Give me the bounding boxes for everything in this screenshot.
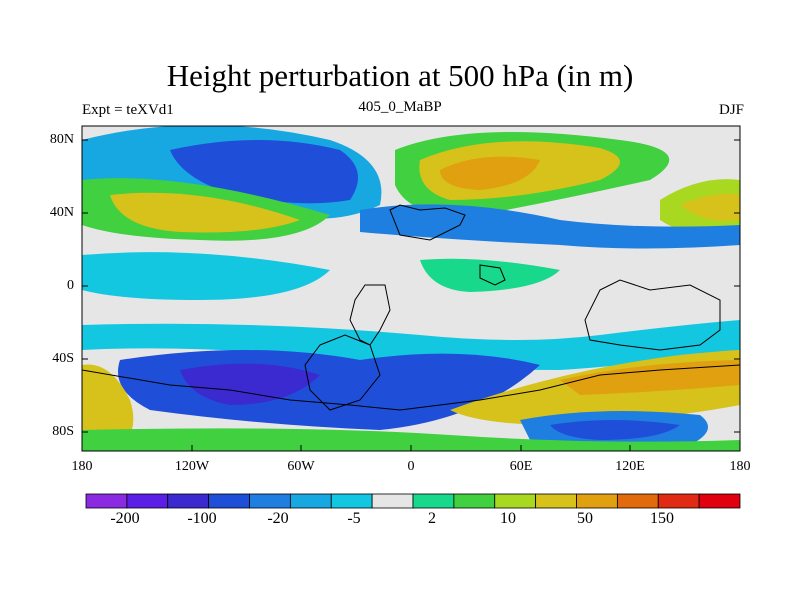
colorbar-label: -20 xyxy=(267,510,289,527)
x-tick-label: 60E xyxy=(509,459,533,474)
y-tick-label: 40N xyxy=(49,205,74,220)
run-label: 405_0_MaBP xyxy=(358,99,442,115)
page-title: Height perturbation at 500 hPa (in m) xyxy=(166,58,634,93)
colorbar-swatch xyxy=(453,493,496,509)
y-tick-label: 80N xyxy=(49,132,74,147)
colorbar-swatch xyxy=(535,493,577,509)
y-tick-label: 80S xyxy=(52,424,74,439)
y-tick-label: 40S xyxy=(52,351,74,366)
colorbar-label: 2 xyxy=(428,510,436,527)
colorbar-label: 10 xyxy=(500,510,516,527)
y-tick-label: 0 xyxy=(67,278,74,293)
colorbar-swatch xyxy=(616,493,659,509)
colorbar-label: 150 xyxy=(650,510,674,527)
colorbar-label: -5 xyxy=(347,510,361,527)
colorbar-swatch xyxy=(657,493,700,509)
colorbar-swatch xyxy=(249,493,291,509)
colorbar-label: 50 xyxy=(577,510,593,527)
colorbar-label: -100 xyxy=(187,510,217,527)
colorbar-swatch xyxy=(698,493,741,509)
colorbar-swatch xyxy=(494,493,537,509)
x-tick-label: 60W xyxy=(287,459,315,474)
colorbar-swatch xyxy=(167,493,210,509)
x-tick-label: 0 xyxy=(407,459,415,474)
neg-region-south xyxy=(82,320,740,370)
colorbar-swatch xyxy=(576,493,618,509)
colorbar-label: -200 xyxy=(110,510,140,527)
colorbar xyxy=(85,493,741,509)
colorbar-swatch xyxy=(330,493,373,509)
x-tick-label: 180 xyxy=(71,459,93,474)
colorbar-swatch xyxy=(208,493,250,509)
x-tick-label: 120E xyxy=(615,459,645,474)
colorbar-swatch xyxy=(126,493,169,509)
x-tick-label: 120W xyxy=(174,459,210,474)
colorbar-swatch xyxy=(289,493,332,509)
colorbar-swatch xyxy=(371,493,414,509)
colorbar-swatch xyxy=(85,493,128,509)
x-tick-label: 180 xyxy=(729,459,751,474)
contour-field xyxy=(82,126,740,451)
season-label: DJF xyxy=(718,102,744,118)
colorbar-swatch xyxy=(412,493,455,509)
experiment-label: Expt = teXVd1 xyxy=(82,102,174,118)
